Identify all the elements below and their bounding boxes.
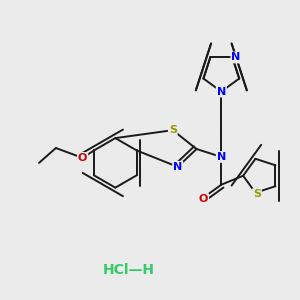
Text: O: O	[199, 194, 208, 204]
Text: S: S	[253, 189, 261, 199]
Text: S: S	[169, 125, 177, 135]
Text: O: O	[78, 153, 87, 163]
Text: N: N	[217, 86, 226, 97]
Text: N: N	[217, 152, 226, 162]
Text: HCl—H: HCl—H	[103, 263, 155, 278]
Text: N: N	[173, 162, 182, 172]
Text: N: N	[231, 52, 241, 62]
